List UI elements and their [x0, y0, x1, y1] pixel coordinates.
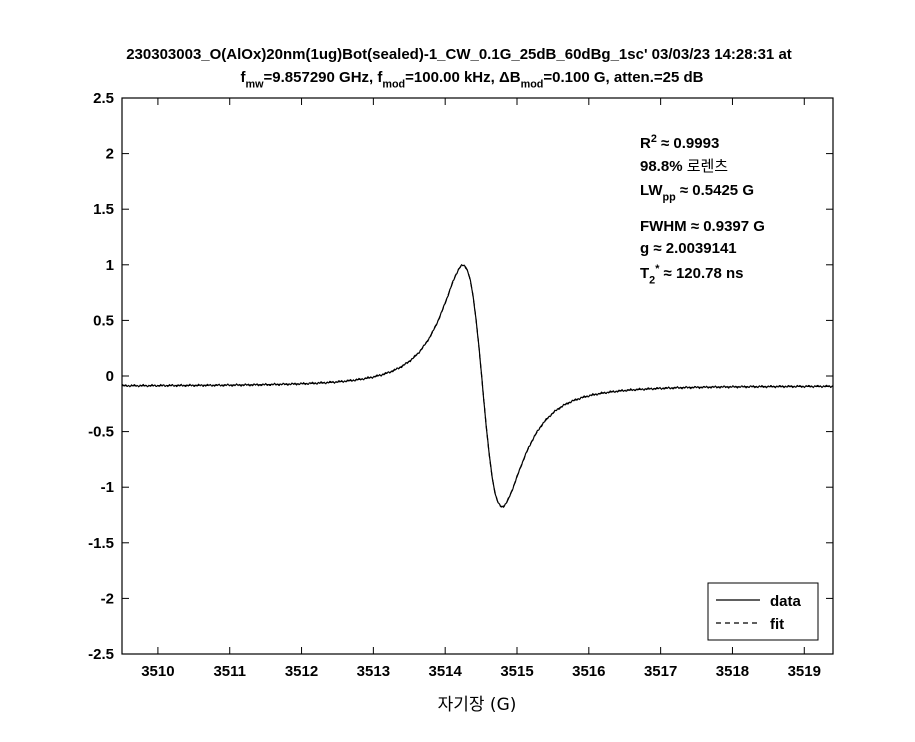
x-tick-label: 3511	[213, 663, 246, 680]
chart-title-line1: 230303003_O(AlOx)20nm(1ug)Bot(sealed)-1_…	[126, 46, 792, 63]
y-tick-label: -2	[101, 590, 114, 607]
annotation-fwhm: FWHM ≈ 0.9397 G	[640, 218, 765, 235]
legend-data-label: data	[770, 593, 802, 610]
y-tick-label: 0	[106, 368, 114, 385]
x-tick-label: 3516	[572, 663, 605, 680]
x-tick-label: 3510	[141, 663, 174, 680]
fit-annotations: R2 ≈ 0.9993 98.8% 로렌츠 LWpp ≈ 0.5425 G FWHM …	[640, 133, 765, 286]
annotation-g-factor: g ≈ 2.0039141	[640, 240, 737, 257]
x-tick-label: 3514	[428, 663, 462, 680]
y-tick-label: 1.5	[93, 201, 114, 218]
y-tick-label: 2	[106, 146, 114, 163]
legend: data fit	[707, 582, 819, 641]
y-tick-label: 1	[106, 257, 114, 274]
series-data-line	[121, 263, 834, 509]
annotation-t2: T2* ≈ 120.78 ns	[640, 263, 744, 286]
series-fit-line	[122, 264, 834, 508]
annotation-lorentz-fraction: 98.8% 로렌츠	[640, 157, 728, 175]
x-axis: 3510 3511 3512 3513 3514 3515 3516 3517 3518 3519	[141, 98, 821, 680]
legend-fit-label: fit	[770, 616, 784, 633]
chart-title: 230303003_O(AlOx)20nm(1ug)Bot(sealed)-1_…	[126, 46, 792, 90]
y-tick-label: -1	[101, 479, 114, 496]
annotation-r-squared: R2 ≈ 0.9993	[640, 133, 719, 152]
chart-title-line2: fmw=9.857290 GHz, fmod=100.00 kHz, ΔBmod…	[241, 69, 704, 90]
x-tick-label: 3517	[644, 663, 677, 680]
x-tick-label: 3518	[716, 663, 749, 680]
x-tick-label: 3513	[357, 663, 390, 680]
x-tick-label: 3519	[788, 663, 821, 680]
x-tick-label: 3512	[285, 663, 318, 680]
y-axis: 2.5 2 1.5 1 0.5 0 -0.5 -1 -1.5 -2 -2.5	[88, 90, 833, 663]
x-axis-label: 자기장 (G)	[438, 695, 517, 715]
plot-series	[121, 263, 834, 509]
y-tick-label: -1.5	[88, 535, 114, 552]
annotation-lw-pp: LWpp ≈ 0.5425 G	[640, 182, 754, 203]
y-tick-label: 0.5	[93, 312, 114, 329]
y-tick-label: -2.5	[88, 646, 114, 663]
y-tick-label: -0.5	[88, 424, 114, 441]
legend-box	[707, 582, 819, 641]
y-tick-label: 2.5	[93, 90, 114, 107]
x-tick-label: 3515	[500, 663, 533, 680]
